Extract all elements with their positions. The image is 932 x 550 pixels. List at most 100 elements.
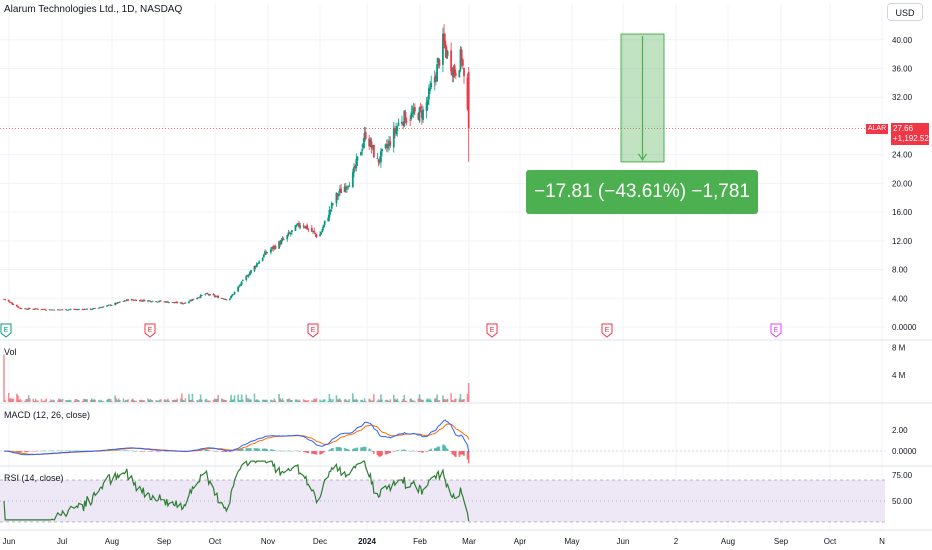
measure-arrow-head xyxy=(638,153,647,161)
volume-bar xyxy=(429,398,431,402)
candle-body xyxy=(278,241,280,249)
macd-histogram-bar xyxy=(237,449,239,451)
earnings-marker[interactable]: E xyxy=(770,323,782,338)
macd-histogram-bar xyxy=(450,451,452,452)
candle-body xyxy=(272,246,275,249)
earnings-marker[interactable]: E xyxy=(144,323,156,338)
volume-bar xyxy=(9,398,11,402)
volume-bar xyxy=(410,398,413,402)
macd-histogram-bar xyxy=(126,450,128,451)
macd-histogram-bar xyxy=(254,448,257,451)
last-price-change: +1,192.52% xyxy=(893,134,932,143)
macd-histogram-bar xyxy=(380,451,382,457)
candle-body xyxy=(217,295,220,299)
macd-histogram-bar xyxy=(307,451,310,454)
volume-bar xyxy=(114,395,116,402)
macd-histogram-bar xyxy=(278,450,280,451)
time-axis-label: 2024 xyxy=(358,537,376,546)
candle-body xyxy=(257,263,259,265)
macd-histogram-bar xyxy=(332,447,334,451)
volume-bar xyxy=(256,399,258,402)
macd-histogram-bar xyxy=(311,451,313,454)
candle-body xyxy=(34,308,37,310)
macd-histogram-bar xyxy=(215,451,217,452)
candle-body xyxy=(76,309,79,311)
volume-bar xyxy=(233,395,236,402)
candle-body xyxy=(348,185,351,187)
candle-body xyxy=(384,144,387,148)
macd-histogram-bar xyxy=(24,451,26,453)
earnings-marker-label: E xyxy=(605,327,610,334)
macd-pane-label[interactable]: MACD (12, 26, close) xyxy=(4,410,91,420)
volume-bar xyxy=(25,398,28,402)
volume-bar xyxy=(378,400,381,402)
volume-bar xyxy=(18,399,21,402)
macd-histogram-bar xyxy=(433,448,436,451)
candle-body xyxy=(190,300,193,302)
volume-bar xyxy=(171,400,174,402)
volume-bar xyxy=(41,400,44,402)
candle-body xyxy=(179,302,182,304)
earnings-marker[interactable]: E xyxy=(486,323,498,338)
candle-body xyxy=(458,70,461,78)
candle-body xyxy=(298,222,300,227)
volume-bar xyxy=(288,398,291,402)
volume-bar xyxy=(4,400,6,402)
macd-histogram-bar xyxy=(116,450,119,451)
candle-body xyxy=(33,309,36,310)
macd-histogram-bar xyxy=(230,451,232,452)
macd-histogram-bar xyxy=(256,448,258,451)
earnings-marker[interactable]: E xyxy=(601,323,613,338)
candle-body xyxy=(388,140,390,146)
volume-bar xyxy=(197,400,200,402)
macd-histogram-bar xyxy=(246,448,249,451)
earnings-marker[interactable]: E xyxy=(0,323,12,338)
candle-body xyxy=(287,232,290,236)
candle-body xyxy=(250,270,252,273)
macd-histogram-bar xyxy=(401,449,403,451)
volume-bar xyxy=(45,398,47,402)
candle-body xyxy=(427,88,430,100)
symbol-title[interactable]: Alarum Technologies Ltd., 1D, NASDAQ xyxy=(4,4,183,15)
rsi-pane-label[interactable]: RSI (14, close) xyxy=(4,473,64,483)
currency-button[interactable]: USD xyxy=(887,3,923,21)
macd-histogram-bar xyxy=(462,451,464,455)
last-price-tag: 27.66 +1,192.52% xyxy=(891,123,932,145)
time-axis-label: May xyxy=(564,537,579,546)
candle-body xyxy=(346,186,348,189)
candle-body xyxy=(156,301,159,303)
macd-histogram-bar xyxy=(264,448,266,451)
macd-histogram-bar xyxy=(335,447,338,451)
earnings-marker[interactable]: E xyxy=(307,323,319,338)
volume-bar xyxy=(123,400,126,402)
candle-body xyxy=(295,225,298,227)
macd-histogram-bar xyxy=(149,451,152,452)
candle-body xyxy=(327,217,330,222)
volume-bar xyxy=(86,399,88,402)
volume-bar xyxy=(387,400,389,402)
candle-body xyxy=(188,301,190,303)
candle-body xyxy=(411,112,414,114)
macd-histogram-bar xyxy=(208,450,210,451)
volume-bar xyxy=(307,400,310,402)
macd-histogram-bar xyxy=(78,450,80,452)
candle-body xyxy=(133,300,135,301)
macd-histogram-bar xyxy=(312,451,314,454)
volume-bar xyxy=(40,398,43,402)
candle-body xyxy=(360,151,362,156)
macd-histogram-bar xyxy=(397,449,400,451)
candle-body xyxy=(147,300,149,302)
volume-pane-label[interactable]: Vol xyxy=(4,347,17,357)
volume-bar xyxy=(306,400,308,402)
candle-body xyxy=(255,263,258,267)
candle-body xyxy=(351,172,354,187)
macd-histogram-bar xyxy=(377,451,380,457)
macd-histogram-bar xyxy=(405,450,408,452)
volume-bar xyxy=(419,398,422,402)
candle-body xyxy=(32,308,35,310)
candle-body xyxy=(282,239,285,241)
candle-body xyxy=(24,308,26,310)
candle-body xyxy=(446,51,449,57)
volume-bar xyxy=(446,398,449,402)
